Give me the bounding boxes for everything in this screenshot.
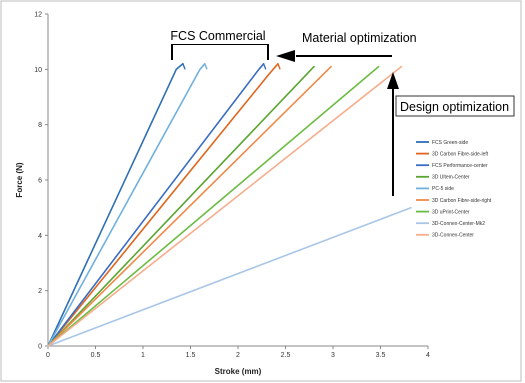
material-label-bg xyxy=(298,28,426,46)
y-tick-label: 8 xyxy=(38,122,42,129)
x-tick-label: 1 xyxy=(141,352,145,359)
fcs-commercial-label: FCS Commercial xyxy=(170,29,265,43)
design-arrow-head-icon xyxy=(387,72,399,89)
axis-ticks: 0 0.5 1 1.5 2 2.5 3 3.5 4 0 2 4 6 8 10 12 xyxy=(34,12,430,360)
y-tick-label: 4 xyxy=(38,233,42,240)
y-tick-label: 12 xyxy=(34,12,42,19)
legend-label: 3D uPrint-Center xyxy=(432,209,470,215)
series-line-8 xyxy=(47,206,412,347)
legend-label: 3D Carbon Fibre-side-left xyxy=(432,151,489,157)
y-tick-label: 2 xyxy=(38,288,42,295)
x-tick-label: 0 xyxy=(46,352,50,359)
series-end-hook-5 xyxy=(204,63,208,70)
series-line-2 xyxy=(47,62,279,347)
x-tick-label: 2.5 xyxy=(281,352,291,359)
series-line-9 xyxy=(47,65,403,347)
fcs-commercial-label-bg xyxy=(162,26,275,44)
series-line-3 xyxy=(47,62,265,347)
legend-label: PC-5 side xyxy=(432,186,454,192)
y-tick-label: 10 xyxy=(34,67,42,74)
x-tick-label: 3 xyxy=(331,352,335,359)
series-line-4 xyxy=(47,65,315,347)
legend-label: 3D Carbon Fibre-side-right xyxy=(432,198,492,204)
series-end-hook-3 xyxy=(262,63,267,70)
series-line-1 xyxy=(47,62,184,347)
legend: FCS Green-side 3D Carbon Fibre-side-left F… xyxy=(416,140,492,239)
material-arrow-head-icon xyxy=(276,50,295,62)
design-optimization-annotation: Design optimization xyxy=(387,72,515,196)
x-tick-label: 3.5 xyxy=(376,352,386,359)
fcs-commercial-annotation: FCS Commercial xyxy=(162,26,275,60)
legend-label: 3D Ultem-Center xyxy=(432,175,470,181)
design-label-box xyxy=(395,95,515,117)
x-axis-title: Stroke (mm) xyxy=(215,367,262,376)
data-series xyxy=(47,62,412,347)
legend-label: 3D-Connex-Center xyxy=(432,233,474,239)
legend-label: FCS Performance-center xyxy=(432,163,488,169)
series-line-7 xyxy=(47,65,380,347)
x-tick-label: 2 xyxy=(236,352,240,359)
y-tick-label: 6 xyxy=(38,178,42,185)
series-line-5 xyxy=(47,62,206,347)
x-tick-label: 1.5 xyxy=(186,352,196,359)
legend-label: FCS Green-side xyxy=(432,140,468,146)
y-tick-label: 0 xyxy=(38,344,42,351)
legend-label: 3D-Connex-Center-Mk2 xyxy=(432,221,485,227)
y-axis-title: Force (N) xyxy=(15,162,24,197)
material-optimization-label: Material optimization xyxy=(302,31,417,45)
design-optimization-label: Design optimization xyxy=(400,100,509,114)
series-end-hook-1 xyxy=(182,63,186,70)
x-tick-label: 0.5 xyxy=(91,352,101,359)
material-optimization-annotation: Material optimization xyxy=(276,28,426,62)
series-end-hook-2 xyxy=(277,63,281,70)
x-tick-label: 4 xyxy=(426,352,430,359)
series-line-6 xyxy=(47,65,332,347)
